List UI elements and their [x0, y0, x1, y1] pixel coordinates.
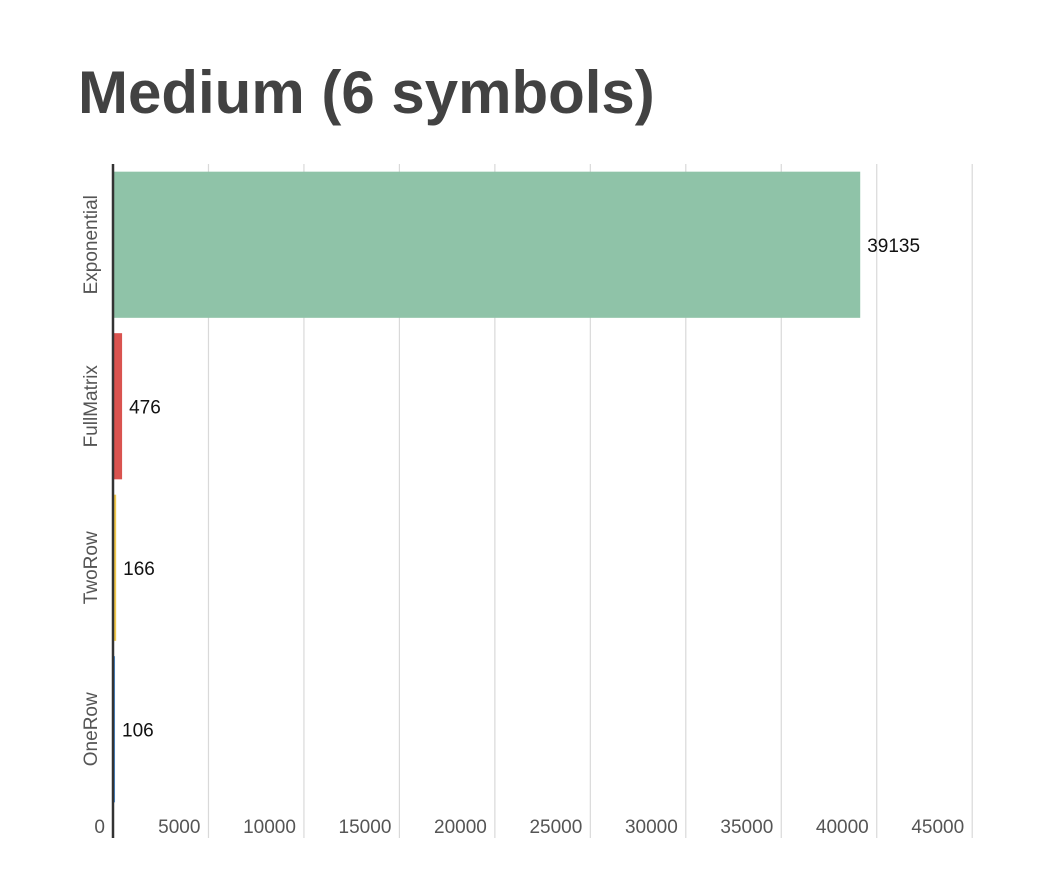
category-label: Exponential — [81, 195, 102, 294]
chart-title: Medium (6 symbols) — [78, 59, 655, 126]
category-label: FullMatrix — [81, 365, 102, 448]
bar-fullmatrix — [113, 333, 123, 480]
data-label: 39135 — [867, 236, 920, 257]
bars — [113, 171, 861, 803]
x-tick-label: 35000 — [720, 817, 773, 838]
category-labels: Exponential FullMatrix TwoRow OneRow — [81, 195, 102, 766]
bar-tworow — [113, 494, 117, 641]
x-tick-label: 5000 — [158, 817, 200, 838]
x-tick-label: 10000 — [243, 817, 296, 838]
x-tick-label: 40000 — [816, 817, 869, 838]
x-tick-label: 25000 — [529, 817, 582, 838]
x-tick-label: 20000 — [434, 817, 487, 838]
bar-exponential — [113, 171, 861, 318]
x-tick-label: 30000 — [625, 817, 678, 838]
data-label: 106 — [122, 720, 154, 741]
x-tick-label: 45000 — [911, 817, 964, 838]
data-label: 166 — [123, 559, 155, 580]
x-tick-label: 15000 — [339, 817, 392, 838]
category-label: OneRow — [81, 692, 102, 766]
x-tick-label: 0 — [94, 817, 105, 838]
x-axis-ticks: 0 5000 10000 15000 20000 25000 30000 35000 40000… — [94, 817, 964, 838]
data-label: 476 — [129, 397, 161, 418]
value-labels: 39135 476 166 106 — [122, 236, 920, 742]
category-label: TwoRow — [81, 531, 102, 604]
